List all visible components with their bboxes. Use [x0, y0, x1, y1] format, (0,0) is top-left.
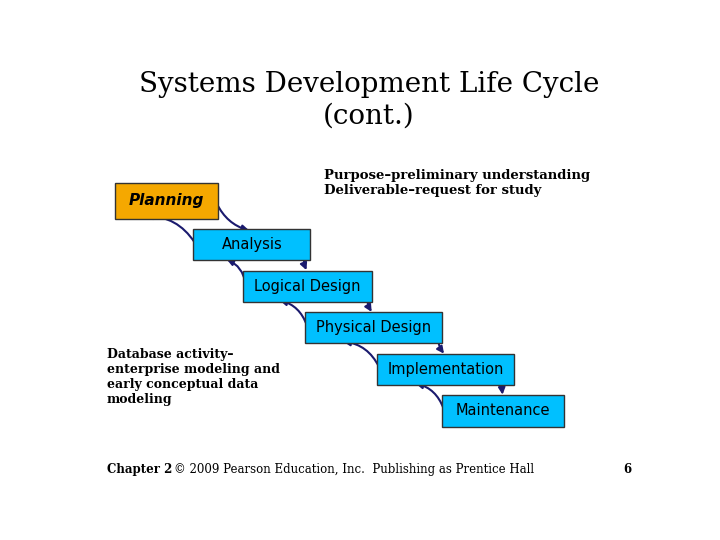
Text: Purpose–preliminary understanding
Deliverable–request for study: Purpose–preliminary understanding Delive…: [324, 168, 590, 197]
FancyBboxPatch shape: [115, 183, 218, 219]
FancyBboxPatch shape: [193, 229, 310, 260]
FancyBboxPatch shape: [243, 271, 372, 302]
Text: Chapter 2: Chapter 2: [107, 463, 172, 476]
FancyArrowPatch shape: [282, 300, 307, 325]
FancyArrowPatch shape: [301, 247, 307, 268]
FancyArrowPatch shape: [499, 372, 510, 393]
FancyArrowPatch shape: [217, 204, 247, 231]
FancyArrowPatch shape: [346, 340, 379, 367]
FancyBboxPatch shape: [441, 395, 564, 427]
Text: Systems Development Life Cycle
(cont.): Systems Development Life Cycle (cont.): [139, 71, 599, 129]
FancyArrowPatch shape: [148, 213, 194, 242]
Text: Database activity–
enterprise modeling and
early conceptual data
modeling: Database activity– enterprise modeling a…: [107, 348, 280, 406]
Text: Analysis: Analysis: [222, 237, 282, 252]
FancyArrowPatch shape: [437, 330, 443, 352]
FancyBboxPatch shape: [305, 312, 441, 343]
Text: Maintenance: Maintenance: [456, 403, 550, 418]
FancyBboxPatch shape: [377, 354, 514, 385]
Text: Physical Design: Physical Design: [315, 320, 431, 335]
FancyArrowPatch shape: [418, 383, 444, 408]
Text: © 2009 Pearson Education, Inc.  Publishing as Prentice Hall: © 2009 Pearson Education, Inc. Publishin…: [174, 463, 534, 476]
FancyArrowPatch shape: [365, 289, 371, 310]
Text: Logical Design: Logical Design: [254, 279, 361, 294]
Text: 6: 6: [623, 463, 631, 476]
FancyArrowPatch shape: [229, 260, 246, 284]
Text: Implementation: Implementation: [387, 362, 504, 377]
Text: Planning: Planning: [129, 193, 204, 208]
